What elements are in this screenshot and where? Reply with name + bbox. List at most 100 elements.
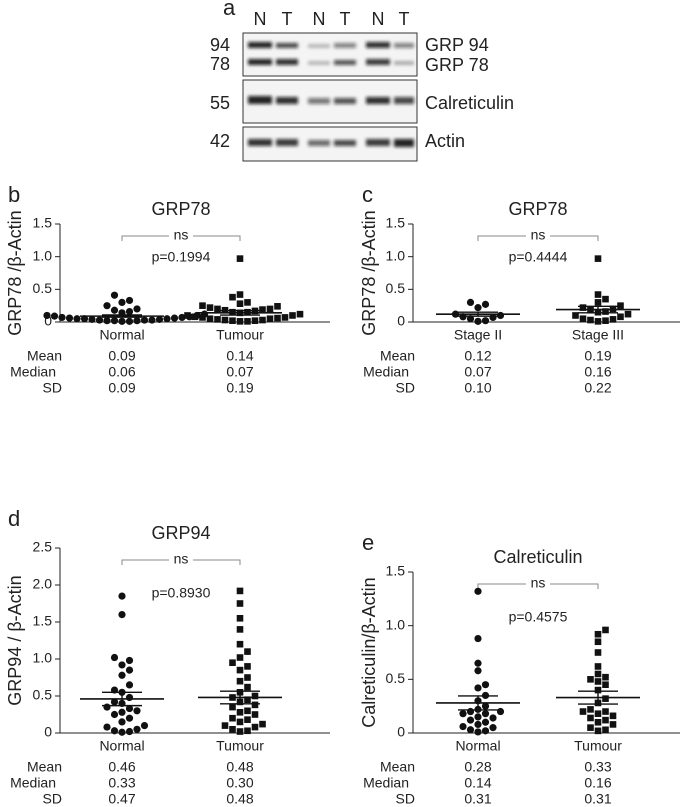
stat-value: 0.28 <box>464 759 491 775</box>
data-point <box>481 300 490 308</box>
data-point <box>617 313 624 321</box>
data-point <box>118 671 126 679</box>
data-point <box>609 721 617 728</box>
data-point <box>125 693 134 702</box>
data-point <box>474 317 482 325</box>
data-point <box>594 630 602 638</box>
data-point <box>125 666 134 674</box>
stat-value: 0.14 <box>226 348 253 364</box>
data-point <box>481 718 490 726</box>
sem-bar <box>458 311 498 317</box>
lane-label: N <box>254 9 267 29</box>
data-point <box>236 640 244 648</box>
stat-name: SD <box>396 791 415 807</box>
panel-letter: d <box>8 506 20 531</box>
chart-title: GRP78 <box>151 199 210 219</box>
data-point <box>244 663 251 670</box>
y-axis-label: GRP94 / β-Actin <box>5 575 25 705</box>
data-point <box>602 308 609 315</box>
data-point <box>466 315 475 323</box>
sem-bar <box>458 695 498 711</box>
bands <box>248 42 414 147</box>
category-label: Normal <box>99 738 144 754</box>
data-point <box>602 708 609 715</box>
data-point <box>110 317 119 325</box>
data-point <box>95 316 104 324</box>
y-tick-label: 0 <box>44 724 52 740</box>
data-point <box>587 724 594 731</box>
sem-bar <box>102 691 142 707</box>
data-point <box>587 676 594 683</box>
stat-value: 0.19 <box>226 380 253 396</box>
data-point <box>244 696 251 703</box>
data-point <box>459 710 467 718</box>
stat-value: 0.31 <box>584 791 611 807</box>
y-tick-label: 1.0 <box>386 616 406 632</box>
stat-name: SD <box>396 380 415 396</box>
y-axis-label: GRP78 /β-Actin <box>359 210 379 335</box>
data-point <box>474 667 482 675</box>
data-point <box>587 706 594 713</box>
data-point <box>259 306 266 313</box>
data-point <box>251 711 259 718</box>
data-point <box>221 316 229 324</box>
data-point <box>587 714 594 722</box>
data-point <box>236 255 244 262</box>
data-point <box>110 710 119 719</box>
stat-value: 0.14 <box>464 775 491 791</box>
data-point <box>602 295 609 303</box>
dot-plot: c GRP78 GRP78 /β-Actin 0 0.5 1.0 1.5 ns p=0.4444… <box>359 182 680 396</box>
data-point <box>474 720 482 729</box>
data-point <box>251 701 259 709</box>
data-point <box>118 611 126 619</box>
data-point <box>244 299 251 306</box>
data-point <box>579 304 587 311</box>
data-point <box>110 306 119 314</box>
data-point <box>214 316 221 323</box>
data-point <box>281 314 289 321</box>
significance-label: ns <box>531 575 546 591</box>
stat-value: 0.16 <box>584 775 611 791</box>
data-point <box>602 673 609 681</box>
bracket-label-bg <box>526 229 550 243</box>
data-point <box>481 681 490 689</box>
stat-value: 0.33 <box>108 775 135 791</box>
data-point <box>594 718 602 726</box>
data-point <box>251 723 259 731</box>
data-point <box>474 304 482 312</box>
data-point <box>133 725 141 733</box>
data-point <box>118 661 126 669</box>
significance-label: ns <box>531 227 546 243</box>
stat-value: 0.12 <box>464 348 491 364</box>
data-point <box>594 686 602 694</box>
data-point <box>125 656 134 665</box>
mw-label: 55 <box>210 93 230 113</box>
data-point <box>474 728 482 736</box>
data-point <box>594 710 602 717</box>
data-point <box>236 654 244 661</box>
data-point <box>178 313 186 322</box>
bracket-label-bg <box>526 577 550 591</box>
protein-label: GRP 78 <box>425 55 489 75</box>
data-point <box>236 600 244 607</box>
stat-value: 0.22 <box>584 380 611 396</box>
stat-value: 0.48 <box>226 791 253 807</box>
category-label: Tumour <box>216 327 264 343</box>
data-point <box>206 304 214 311</box>
data-point <box>229 703 236 711</box>
protein-label: Calreticulin <box>425 93 514 113</box>
data-point <box>481 727 490 735</box>
data-point <box>199 302 206 309</box>
data-point <box>602 716 609 724</box>
stat-name: Mean <box>380 759 415 775</box>
data-point <box>80 315 89 323</box>
sem-bar <box>578 305 618 314</box>
protein-label: Actin <box>425 131 465 151</box>
data-point <box>572 312 579 319</box>
data-point <box>594 638 602 646</box>
dot-plot: e Calreticulin Calreticulin/β-Actin 0 0.5 1.0… <box>359 530 680 807</box>
data-point <box>594 299 602 306</box>
y-tick-label: 1.0 <box>386 247 406 263</box>
